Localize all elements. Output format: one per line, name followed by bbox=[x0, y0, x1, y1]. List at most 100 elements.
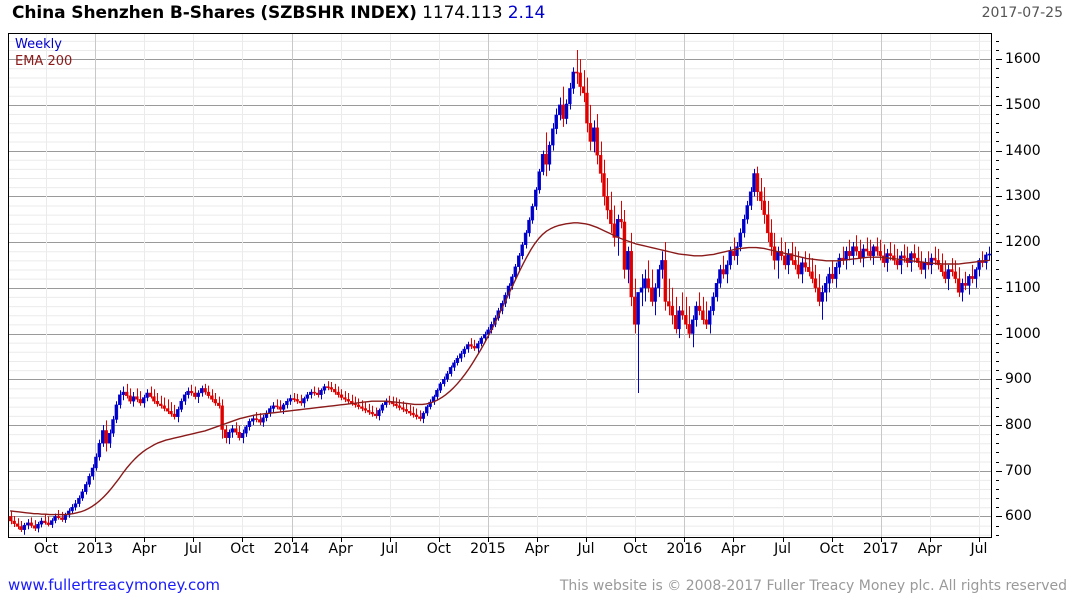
y-axis-tick-800: 800 bbox=[1005, 416, 1032, 433]
y-axis-tick-1500: 1500 bbox=[1005, 96, 1041, 113]
y-axis-minor-tickmark bbox=[996, 141, 999, 143]
chart-plot-frame[interactable]: Weekly EMA 200 bbox=[8, 33, 992, 538]
x-axis-tickmark bbox=[389, 537, 391, 542]
y-axis-tickmark bbox=[996, 333, 1002, 335]
x-axis-tick-oct-0: Oct bbox=[33, 541, 59, 557]
x-axis-tickmark bbox=[586, 537, 588, 542]
y-axis-minor-tickmark bbox=[996, 534, 999, 536]
y-axis-minor-tickmark bbox=[996, 132, 999, 134]
y-axis-minor-tickmark bbox=[996, 50, 999, 51]
x-axis-tick-2017-17: 2017 bbox=[862, 541, 899, 557]
y-axis-minor-tickmark bbox=[996, 360, 999, 362]
x-axis-tick-jul-15: Jul bbox=[774, 541, 791, 557]
x-axis-tick-apr-14: Apr bbox=[721, 541, 746, 557]
y-axis-minor-tickmark bbox=[996, 406, 999, 408]
x-axis-tick-jul-7: Jul bbox=[381, 541, 399, 557]
copyright-notice: This website is © 2008-2017 Fuller Treac… bbox=[559, 578, 1067, 594]
y-axis-tick-1000: 1000 bbox=[1005, 325, 1041, 342]
x-axis-tick-2014-5: 2014 bbox=[273, 541, 310, 557]
x-axis-tickmark bbox=[291, 537, 293, 542]
y-axis-minor-tickmark bbox=[996, 86, 999, 88]
y-axis-tick-1300: 1300 bbox=[1005, 188, 1041, 205]
y-axis-minor-tickmark bbox=[996, 68, 999, 70]
y-axis-minor-tickmark bbox=[996, 324, 999, 326]
y-axis-minor-tickmark bbox=[996, 397, 999, 399]
x-axis-tick-2013-1: 2013 bbox=[77, 541, 113, 557]
y-axis-tick-1100: 1100 bbox=[1005, 279, 1041, 296]
x-axis-tick-oct-16: Oct bbox=[819, 541, 844, 557]
y-axis-tickmark bbox=[996, 196, 1002, 198]
y-axis-tickmark bbox=[996, 150, 1002, 152]
chart-series-layer bbox=[9, 50, 991, 535]
y-axis-minor-tickmark bbox=[996, 95, 999, 97]
y-axis-minor-tickmark bbox=[996, 452, 999, 454]
price-change: 2.14 bbox=[507, 3, 546, 23]
y-axis-minor-tickmark bbox=[996, 123, 999, 125]
x-axis-tick-apr-10: Apr bbox=[524, 541, 550, 557]
x-axis-tick-oct-12: Oct bbox=[623, 541, 648, 557]
y-axis-minor-tickmark bbox=[996, 214, 999, 216]
x-axis-tick-oct-4: Oct bbox=[230, 541, 255, 557]
y-axis-tickmark bbox=[996, 287, 1002, 289]
y-axis-minor-tickmark bbox=[996, 315, 999, 317]
y-axis-minor-tickmark bbox=[996, 260, 999, 262]
y-axis-minor-tickmark bbox=[996, 168, 999, 170]
x-axis: Oct 2013 Apr Jul Oct 2014 Apr Jul Oct 2015 Apr Jul O… bbox=[0, 537, 1075, 563]
y-axis-minor-tickmark bbox=[996, 306, 999, 308]
instrument-name: China Shenzhen B-Shares bbox=[12, 3, 255, 23]
y-axis-minor-tickmark bbox=[996, 159, 999, 161]
chart-footer: www.fullertreacymoney.com This website i… bbox=[0, 574, 1075, 600]
x-axis-tickmark bbox=[144, 537, 146, 542]
y-axis-minor-tickmark bbox=[996, 40, 999, 42]
y-axis-minor-tickmark bbox=[996, 205, 999, 207]
y-axis-minor-tickmark bbox=[996, 342, 999, 344]
y-axis-minor-tickmark bbox=[996, 488, 999, 490]
chart-date: 2017-07-25 bbox=[981, 5, 1063, 21]
x-axis-tick-apr-2: Apr bbox=[132, 541, 157, 557]
x-axis-tickmark bbox=[487, 537, 489, 542]
x-axis-tick-apr-18: Apr bbox=[917, 541, 942, 557]
instrument-ticker: (SZBSHR INDEX) bbox=[260, 3, 417, 23]
y-axis-minor-tickmark bbox=[996, 187, 999, 189]
y-axis-minor-tickmark bbox=[996, 223, 999, 225]
y-axis-minor-tickmark bbox=[996, 370, 999, 372]
y-axis-minor-tickmark bbox=[996, 251, 999, 253]
y-axis-tick-1200: 1200 bbox=[1005, 234, 1041, 251]
y-axis-minor-tickmark bbox=[996, 461, 999, 463]
y-axis-tickmark bbox=[996, 59, 1002, 61]
x-axis-tickmark bbox=[831, 537, 833, 542]
y-axis-tickmark bbox=[996, 516, 1002, 518]
y-axis-minor-tickmark bbox=[996, 415, 999, 417]
y-axis-minor-tickmark bbox=[996, 479, 999, 481]
site-link[interactable]: www.fullertreacymoney.com bbox=[8, 576, 221, 594]
chart-header: China Shenzhen B-Shares (SZBSHR INDEX) 1… bbox=[0, 0, 1075, 28]
y-axis: 600 700 800 900 1000 1100 1200 1300 1400 1500 1600 bbox=[996, 33, 1075, 538]
x-axis-tickmark bbox=[782, 537, 784, 542]
chart-title: China Shenzhen B-Shares (SZBSHR INDEX) 1… bbox=[12, 3, 545, 23]
x-axis-tickmark bbox=[684, 537, 686, 542]
x-axis-tick-jul-3: Jul bbox=[184, 541, 202, 557]
y-axis-minor-tickmark bbox=[996, 388, 999, 390]
x-axis-tickmark bbox=[193, 537, 195, 542]
x-axis-tick-2015-9: 2015 bbox=[470, 541, 506, 557]
chart-plot-area[interactable]: Weekly EMA 200 bbox=[9, 34, 991, 537]
y-axis-minor-tickmark bbox=[996, 278, 999, 280]
x-axis-tickmark bbox=[438, 537, 440, 542]
x-axis-tick-jul-19: Jul bbox=[970, 541, 988, 557]
last-price: 1174.113 bbox=[422, 3, 503, 23]
y-axis-minor-tickmark bbox=[996, 269, 999, 271]
y-axis-tick-900: 900 bbox=[1005, 371, 1032, 388]
x-axis-tickmark bbox=[537, 537, 539, 542]
y-axis-minor-tickmark bbox=[996, 525, 999, 527]
y-axis-tickmark bbox=[996, 242, 1002, 244]
y-axis-minor-tickmark bbox=[996, 498, 999, 500]
x-axis-tick-jul-11: Jul bbox=[577, 541, 595, 557]
y-axis-minor-tickmark bbox=[996, 77, 999, 79]
x-axis-tickmark bbox=[978, 537, 980, 542]
y-axis-tick-700: 700 bbox=[1005, 462, 1032, 479]
y-axis-minor-tickmark bbox=[996, 351, 999, 353]
y-axis-minor-tickmark bbox=[996, 434, 999, 436]
y-axis-minor-tickmark bbox=[996, 178, 999, 180]
x-axis-tickmark bbox=[242, 537, 244, 542]
x-axis-tickmark bbox=[46, 537, 48, 542]
